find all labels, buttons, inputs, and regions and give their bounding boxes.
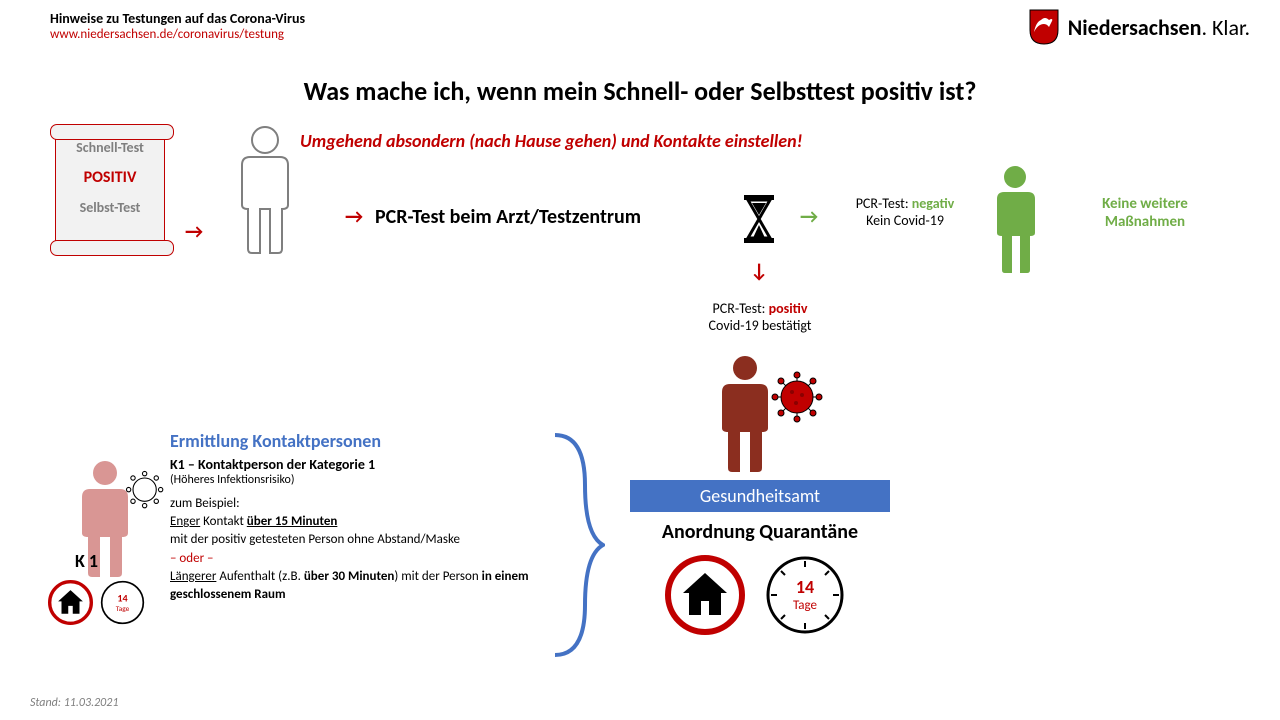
svg-text:14: 14 bbox=[796, 576, 814, 598]
shield-icon bbox=[1028, 8, 1060, 46]
k1-body: zum Beispiel: Enger Kontakt über 15 Minu… bbox=[170, 495, 540, 604]
clock-small-icon: 14 Tage bbox=[100, 580, 145, 625]
date-stand: Stand: 11.03.2021 bbox=[30, 696, 118, 710]
hourglass-icon bbox=[740, 195, 778, 243]
svg-text:Tage: Tage bbox=[116, 604, 130, 613]
test-scroll: Schnell-Test POSITIV Selbst-Test bbox=[55, 130, 165, 250]
header-title: Hinweise zu Testungen auf das Corona-Vir… bbox=[50, 10, 305, 27]
home-small-icon bbox=[48, 580, 93, 625]
logo-state: Niedersachsen bbox=[1068, 14, 1202, 41]
k1-title: Ermittlung Kontaktpersonen bbox=[170, 430, 540, 452]
person-white-icon bbox=[230, 125, 300, 255]
k1-note: (Höheres Infektionsrisiko) bbox=[170, 473, 540, 487]
header-url[interactable]: www.niedersachsen.de/coronavirus/testung bbox=[50, 27, 305, 42]
health-office: Gesundheitsamt bbox=[630, 480, 890, 512]
state-logo: Niedersachsen. Klar. bbox=[1028, 8, 1250, 46]
pcr-positive-result: PCR-Test: positiv Covid-19 bestätigt bbox=[660, 300, 860, 334]
scroll-top: Schnell-Test bbox=[60, 139, 160, 156]
arrow-icon: → bbox=[800, 205, 818, 229]
main-title: Was mache ich, wenn mein Schnell- oder S… bbox=[0, 75, 1280, 107]
logo-suffix: . Klar. bbox=[1201, 14, 1250, 41]
clock-14-icon: 14 Tage bbox=[765, 555, 845, 635]
pcr-negative-result: PCR-Test: negativ Kein Covid-19 bbox=[835, 195, 975, 229]
svg-text:Tage: Tage bbox=[793, 598, 817, 613]
arrow-icon: → bbox=[185, 220, 203, 244]
virus-icon bbox=[770, 370, 825, 425]
brace-icon bbox=[545, 430, 605, 660]
arrow-down-icon: → bbox=[747, 263, 771, 281]
k1-section: Ermittlung Kontaktpersonen K1 – Kontaktp… bbox=[170, 430, 540, 604]
virus-small-icon bbox=[125, 470, 165, 510]
no-measures: Keine weitere Maßnahmen bbox=[1085, 195, 1205, 231]
scroll-bot: Selbst-Test bbox=[60, 199, 160, 216]
home-icon bbox=[665, 555, 745, 635]
isolate-instruction: Umgehend absondern (nach Hause gehen) un… bbox=[300, 130, 802, 152]
quarantine-order: Anordnung Quarantäne bbox=[630, 520, 890, 544]
k1-label: K 1 bbox=[75, 550, 98, 572]
person-green-icon bbox=[985, 165, 1045, 275]
pcr-step: PCR-Test beim Arzt/Testzentrum bbox=[375, 205, 641, 229]
scroll-mid: POSITIV bbox=[60, 168, 160, 187]
k1-subtitle: K1 – Kontaktperson der Kategorie 1 bbox=[170, 456, 540, 473]
arrow-icon: → bbox=[345, 205, 363, 229]
svg-text:14: 14 bbox=[117, 591, 127, 604]
